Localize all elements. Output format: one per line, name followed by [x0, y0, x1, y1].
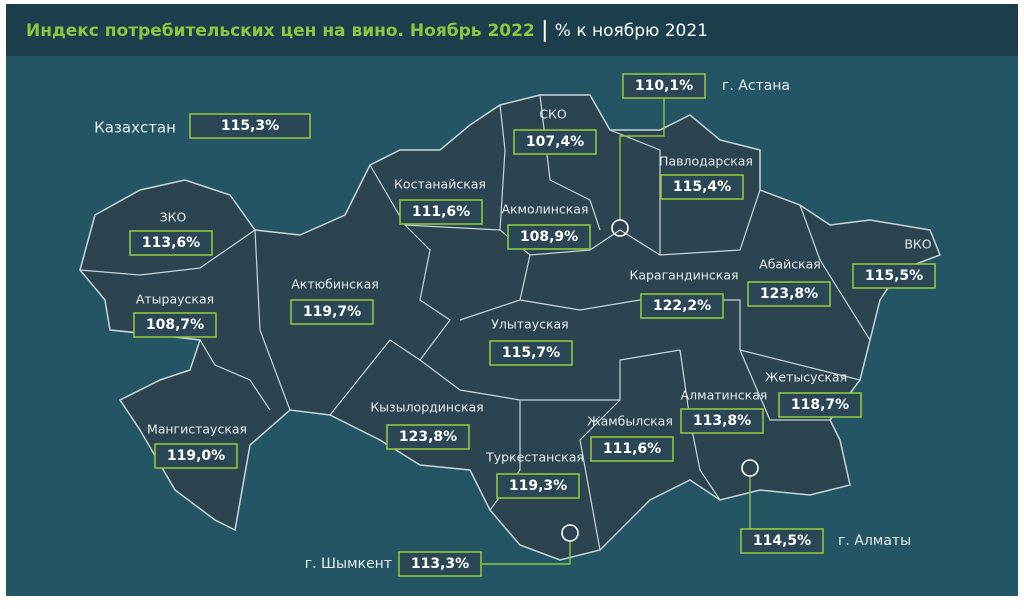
value-label: 115,7%: [502, 345, 560, 361]
value-label: 107,4%: [526, 134, 584, 150]
city-marker: [561, 524, 579, 542]
value-label: 119,7%: [303, 304, 361, 320]
value-box: [290, 299, 374, 325]
region-name: Карагандинская: [629, 268, 738, 283]
region-name: Алматинская: [681, 388, 768, 403]
value-box: [154, 443, 238, 469]
region-name: Акмолинская: [501, 202, 588, 217]
value-box: [640, 293, 724, 319]
value-box: [133, 312, 217, 338]
value-box: [740, 528, 824, 554]
region-name: Атырауская: [136, 292, 214, 307]
connector: [619, 98, 665, 220]
value-label: 118,7%: [791, 397, 849, 413]
value-box: [680, 408, 764, 434]
value-label: 119,0%: [167, 448, 225, 464]
region-name: Мангистауская: [147, 422, 247, 437]
region-name: СКО: [539, 107, 567, 122]
value-label: 113,6%: [142, 235, 200, 251]
value-box: [747, 281, 831, 307]
value-label: 123,8%: [760, 286, 818, 302]
city-marker: [741, 459, 759, 477]
region-name: Абайская: [759, 257, 821, 272]
connector: [482, 541, 571, 565]
value-label: 122,2%: [653, 298, 711, 314]
region-name: Жетысуская: [765, 370, 847, 385]
region-name: Туркестанская: [485, 450, 584, 465]
value-box: [660, 174, 744, 200]
region-name: Улытауская: [491, 317, 568, 332]
country-name: Казахстан: [94, 119, 176, 137]
region-name: ЗКО: [160, 210, 187, 225]
region-name: г. Астана: [722, 78, 790, 94]
value-box: [513, 129, 597, 155]
value-label: 114,5%: [753, 533, 811, 549]
value-box: [129, 230, 213, 256]
region-name: ВКО: [904, 237, 931, 252]
value-box: [399, 199, 483, 225]
city-marker: [611, 219, 629, 237]
country-shape: [79, 94, 941, 561]
value-label: 115,4%: [673, 179, 731, 195]
value-box: [489, 340, 573, 366]
value-label: 108,7%: [146, 317, 204, 333]
value-box: [386, 424, 470, 450]
value-label: 119,3%: [509, 478, 567, 494]
value-box: [622, 73, 706, 99]
region-name: г. Алматы: [838, 533, 911, 549]
value-box: [189, 113, 311, 139]
value-label: 111,6%: [603, 441, 661, 457]
value-box: [852, 263, 936, 289]
value-label: 123,8%: [399, 429, 457, 445]
value-label: 108,9%: [520, 229, 578, 245]
value-box: [398, 551, 482, 577]
region-name: Кызылординская: [370, 400, 483, 415]
value-box: [778, 392, 862, 418]
value-box: [507, 224, 591, 250]
value-label: 115,3%: [221, 118, 279, 134]
region-name: г. Шымкент: [305, 556, 392, 572]
value-label: 113,3%: [411, 556, 469, 572]
region-name: Павлодарская: [659, 154, 753, 169]
region-name: Костанайская: [394, 177, 486, 192]
value-label: 111,6%: [412, 204, 470, 220]
region-name: Жамбылская: [587, 414, 673, 429]
value-box: [496, 473, 580, 499]
value-label: 110,1%: [635, 78, 693, 94]
title: Индекс потребительских цен на вино. Нояб…: [26, 21, 535, 41]
value-label: 113,8%: [693, 413, 751, 429]
region-name: Актюбинская: [291, 277, 379, 292]
header-bg: [6, 4, 1018, 56]
value-box: [590, 436, 674, 462]
value-label: 115,5%: [865, 268, 923, 284]
subtitle: % к ноябрю 2021: [555, 21, 708, 41]
